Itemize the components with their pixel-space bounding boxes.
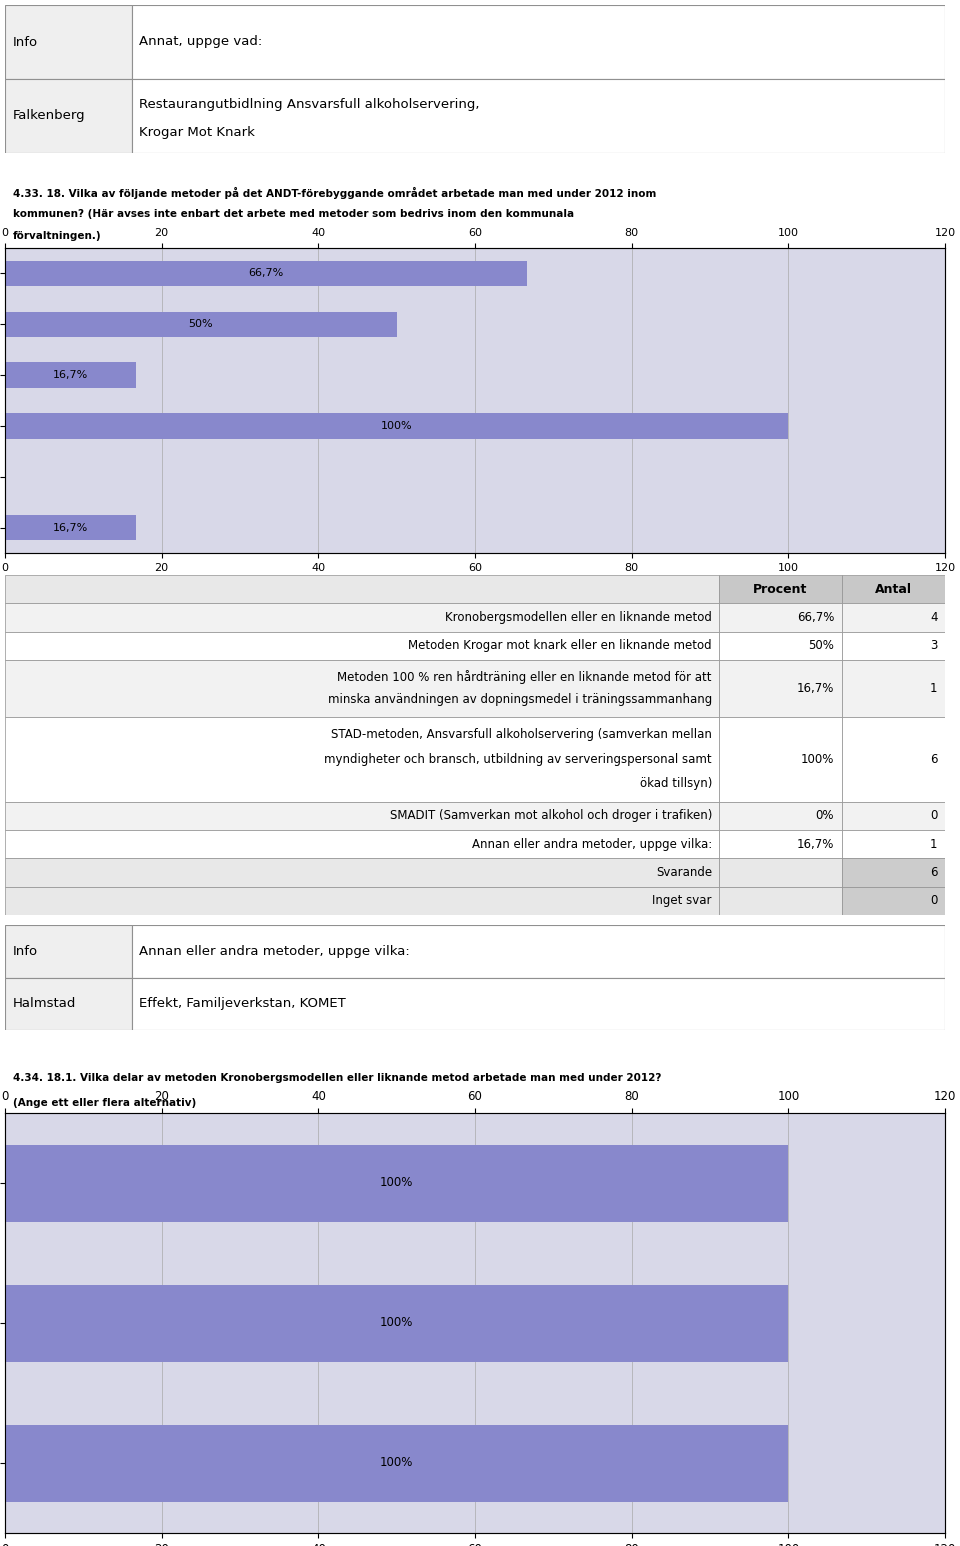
Text: 16,7%: 16,7%: [53, 369, 88, 380]
Bar: [5, 362, 135, 388]
Bar: [132, 977, 945, 1030]
Text: Restaurangutbidlning Ansvarsfull alkoholservering,: Restaurangutbidlning Ansvarsfull alkohol…: [139, 99, 480, 111]
Text: Halmstad: Halmstad: [12, 997, 76, 1010]
Text: Info: Info: [12, 945, 37, 959]
Bar: [842, 858, 945, 887]
Text: 50%: 50%: [808, 640, 834, 652]
Bar: [132, 79, 945, 153]
Text: Annan eller andra metoder, uppge vilka:: Annan eller andra metoder, uppge vilka:: [471, 838, 712, 850]
Bar: [719, 632, 842, 660]
Bar: [132, 925, 945, 977]
Text: 0: 0: [930, 810, 938, 822]
Bar: [842, 575, 945, 603]
Bar: [5, 413, 788, 439]
Bar: [719, 717, 842, 802]
Text: 6: 6: [930, 753, 938, 765]
Text: 66,7%: 66,7%: [249, 269, 284, 278]
Text: Metoden 100 % ren hårdträning eller en liknande metod för att: Metoden 100 % ren hårdträning eller en l…: [337, 669, 712, 683]
Text: 6: 6: [930, 866, 938, 880]
Bar: [842, 887, 945, 915]
Bar: [719, 830, 842, 858]
Bar: [719, 575, 842, 603]
Bar: [719, 660, 842, 717]
Text: kommunen? (Här avses inte enbart det arbete med metoder som bedrivs inom den kom: kommunen? (Här avses inte enbart det arb…: [12, 209, 574, 220]
Bar: [5, 312, 396, 337]
Text: 100%: 100%: [381, 421, 413, 431]
Bar: [5, 603, 719, 632]
Text: Procent: Procent: [754, 583, 807, 595]
Bar: [5, 575, 719, 603]
Text: 1: 1: [930, 682, 938, 694]
Bar: [5, 261, 527, 286]
Bar: [842, 632, 945, 660]
Bar: [5, 515, 135, 540]
Text: Annat, uppge vad:: Annat, uppge vad:: [139, 36, 263, 48]
Text: 3: 3: [930, 640, 938, 652]
Text: 50%: 50%: [188, 320, 213, 329]
Text: Effekt, Familjeverkstan, KOMET: Effekt, Familjeverkstan, KOMET: [139, 997, 347, 1010]
Text: SMADIT (Samverkan mot alkohol och droger i trafiken): SMADIT (Samverkan mot alkohol och droger…: [390, 810, 712, 822]
Text: 16,7%: 16,7%: [797, 682, 834, 694]
Text: (Ange ett eller flera alternativ): (Ange ett eller flera alternativ): [12, 1098, 196, 1107]
Bar: [719, 887, 842, 915]
Text: STAD-metoden, Ansvarsfull alkoholservering (samverkan mellan: STAD-metoden, Ansvarsfull alkoholserveri…: [331, 728, 712, 742]
Bar: [842, 830, 945, 858]
Text: 100%: 100%: [380, 1177, 414, 1189]
Text: 1: 1: [930, 838, 938, 850]
Text: 16,7%: 16,7%: [797, 838, 834, 850]
Bar: [842, 603, 945, 632]
Text: förvaltningen.): förvaltningen.): [12, 230, 101, 241]
Text: Info: Info: [12, 36, 37, 48]
Bar: [5, 802, 719, 830]
Bar: [5, 1144, 788, 1221]
Text: 100%: 100%: [380, 1317, 414, 1330]
Text: Svarande: Svarande: [656, 866, 712, 880]
Text: 4: 4: [930, 611, 938, 625]
Text: ökad tillsyn): ökad tillsyn): [639, 778, 712, 790]
Bar: [842, 717, 945, 802]
Bar: [5, 925, 132, 977]
Text: minska användningen av dopningsmedel i träningssammanhang: minska användningen av dopningsmedel i t…: [327, 693, 712, 707]
Bar: [5, 717, 719, 802]
Bar: [842, 660, 945, 717]
Text: 4.34. 18.1. Vilka delar av metoden Kronobergsmodellen eller liknande metod arbet: 4.34. 18.1. Vilka delar av metoden Krono…: [12, 1073, 660, 1084]
Text: Annan eller andra metoder, uppge vilka:: Annan eller andra metoder, uppge vilka:: [139, 945, 410, 959]
Text: Antal: Antal: [875, 583, 912, 595]
Bar: [5, 1285, 788, 1362]
Bar: [5, 887, 719, 915]
Text: 0: 0: [930, 894, 938, 908]
Bar: [719, 603, 842, 632]
Text: myndigheter och bransch, utbildning av serveringspersonal samt: myndigheter och bransch, utbildning av s…: [324, 753, 712, 765]
Bar: [5, 660, 719, 717]
Bar: [5, 79, 132, 153]
Bar: [5, 830, 719, 858]
Bar: [719, 858, 842, 887]
Bar: [842, 802, 945, 830]
Text: Falkenberg: Falkenberg: [12, 110, 85, 122]
Text: 16,7%: 16,7%: [53, 523, 88, 532]
Text: Kronobergsmodellen eller en liknande metod: Kronobergsmodellen eller en liknande met…: [445, 611, 712, 625]
Bar: [5, 977, 132, 1030]
Bar: [132, 5, 945, 79]
Text: Metoden Krogar mot knark eller en liknande metod: Metoden Krogar mot knark eller en liknan…: [408, 640, 712, 652]
Text: 100%: 100%: [801, 753, 834, 765]
Bar: [5, 1424, 788, 1501]
Text: 66,7%: 66,7%: [797, 611, 834, 625]
Text: Inget svar: Inget svar: [653, 894, 712, 908]
Text: Krogar Mot Knark: Krogar Mot Knark: [139, 125, 255, 139]
Bar: [5, 632, 719, 660]
Bar: [719, 802, 842, 830]
Text: 4.33. 18. Vilka av följande metoder på det ANDT-förebyggande området arbetade ma: 4.33. 18. Vilka av följande metoder på d…: [12, 187, 656, 199]
Text: 100%: 100%: [380, 1456, 414, 1470]
Bar: [5, 858, 719, 887]
Text: 0%: 0%: [816, 810, 834, 822]
Bar: [5, 5, 132, 79]
